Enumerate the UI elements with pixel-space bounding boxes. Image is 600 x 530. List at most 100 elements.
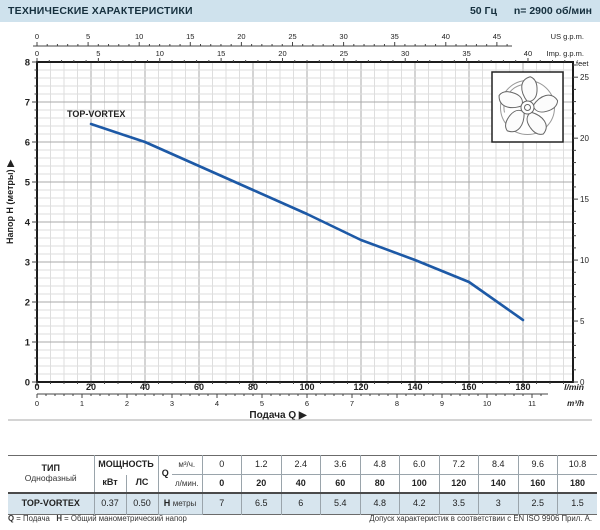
us-gpm-tick-label: 5 [86, 32, 90, 41]
m3h-tick-label: 11 [528, 399, 536, 408]
lmin-tick-label: 180 [515, 382, 530, 392]
feet-tick-label: 20 [580, 134, 589, 143]
meters-tick-label: 0 [25, 378, 30, 389]
table-cell-flow-m3h: 9.6 [517, 455, 558, 475]
table-cell-model: TOP-VORTEX [8, 492, 94, 515]
meters-tick-label: 7 [25, 98, 30, 109]
table-cell-head: 3.5 [438, 492, 479, 515]
table-cell-head: 6.5 [241, 492, 282, 515]
impeller-part [524, 104, 531, 111]
us-gpm-tick-label: 25 [288, 32, 296, 41]
legend-definitions: Q = Подача H = Общий манометрический нап… [8, 514, 187, 523]
legend-q-key: Q [8, 514, 15, 523]
imp-gpm-tick-label: 40 [524, 49, 532, 58]
imp-gpm-axis-unit: Imp. g.p.m. [546, 49, 584, 58]
table-cell-hp: 0.50 [125, 492, 159, 515]
table-cell-flow-lmin: 80 [359, 474, 400, 493]
performance-curve [89, 122, 525, 322]
us-gpm-tick-label: 45 [493, 32, 501, 41]
table-cell-flow-lmin: 0 [201, 474, 242, 493]
legend-h-key: H [56, 514, 62, 523]
feet-tick-label: 0 [580, 378, 585, 387]
meters-tick-label: 4 [25, 218, 31, 229]
imp-gpm-tick-label: 25 [340, 49, 348, 58]
table-cell-head: 2.5 [517, 492, 558, 515]
m3h-tick-label: 1 [80, 399, 84, 408]
meters-tick-label: 6 [25, 138, 30, 149]
imp-gpm-tick-label: 5 [96, 49, 100, 58]
us-gpm-tick-label: 0 [35, 32, 39, 41]
m3h-tick-label: 6 [305, 399, 309, 408]
lmin-tick-label: 0 [34, 382, 39, 392]
table-cell-flow-m3h: 2.4 [280, 455, 321, 475]
lmin-tick-label: 160 [461, 382, 476, 392]
impeller-part [532, 94, 559, 113]
table-cell-flow-lmin: 160 [517, 474, 558, 493]
table-cell-flow-lmin: 60 [320, 474, 361, 493]
table-cell-flow-m3h: 10.8 [557, 455, 598, 475]
table-header-power: МОЩНОСТЬ [93, 455, 159, 475]
table-cell-flow-m3h: 8.4 [478, 455, 519, 475]
us-gpm-tick-label: 15 [186, 32, 194, 41]
us-gpm-axis-unit: US g.p.m. [551, 32, 584, 41]
table-cell-head: 5.4 [320, 492, 361, 515]
m3h-tick-label: 7 [350, 399, 354, 408]
table-cell-head: 1.5 [557, 492, 598, 515]
meters-tick-label: 1 [25, 338, 31, 349]
lmin-tick-label: 20 [86, 382, 96, 392]
meters-tick-label: 3 [25, 258, 30, 269]
us-gpm-tick-label: 35 [391, 32, 399, 41]
table-header-q: Q [157, 455, 173, 493]
table-header-q-unit-m3h: м³/ч. [172, 455, 203, 475]
table-cell-flow-lmin: 180 [557, 474, 598, 493]
imp-gpm-tick-label: 15 [217, 49, 225, 58]
m3h-tick-label: 5 [260, 399, 264, 408]
table-header-kw: кВт [93, 474, 126, 493]
table-cell-flow-m3h: 4.8 [359, 455, 400, 475]
lmin-tick-label: 80 [248, 382, 258, 392]
table-cell-kw: 0.37 [93, 492, 126, 515]
feet-tick-label: 15 [580, 195, 589, 204]
lmin-axis-unit: l/min [564, 382, 584, 392]
tolerance-note: Допуск характеристик в соответствии с EN… [369, 514, 592, 523]
m3h-tick-label: 4 [215, 399, 219, 408]
table-cell-flow-lmin: 40 [280, 474, 321, 493]
frequency-label: 50 Гц [469, 5, 497, 17]
us-gpm-tick-label: 10 [135, 32, 143, 41]
table-cell-flow-m3h: 6.0 [399, 455, 440, 475]
y-axis-title: Напор H (метры) ▶ [5, 159, 15, 244]
table-header-type: ТИП Однофазный [24, 463, 77, 484]
table-header-q-unit-lmin: л/мин. [175, 478, 199, 488]
m3h-tick-label: 9 [440, 399, 444, 408]
pump-performance-chart: 0 5 10 15 20 25 30 35 40 45 US g.p.m.0 5 10 15 20 25 30 3… [5, 32, 592, 421]
impeller-icon [498, 76, 559, 135]
feet-tick-label: 10 [580, 256, 589, 265]
meters-tick-label: 5 [25, 178, 31, 189]
table-cell-flow-m3h: 7.2 [438, 455, 479, 475]
us-gpm-tick-label: 20 [237, 32, 245, 41]
m3h-tick-label: 3 [170, 399, 174, 408]
curve-label: TOP-VORTEX [67, 109, 125, 119]
table-cell-head: 4.8 [359, 492, 400, 515]
table-cell-head: 4.2 [399, 492, 440, 515]
meters-tick-label: 8 [25, 58, 30, 69]
lmin-tick-label: 120 [353, 382, 368, 392]
m3h-tick-label: 10 [483, 399, 491, 408]
imp-gpm-tick-label: 20 [278, 49, 286, 58]
speed-label: n= 2900 об/мин [513, 5, 592, 17]
legend-h-def: = Общий манометрический напор [64, 514, 187, 523]
imp-gpm-tick-label: 10 [156, 49, 164, 58]
table-cell-flow-m3h: 0 [201, 455, 242, 475]
m3h-tick-label: 0 [35, 399, 39, 408]
table-header-hp: ЛС [125, 474, 159, 493]
lmin-tick-label: 100 [299, 382, 314, 392]
table-cell-h-unit: H метры [157, 492, 203, 515]
us-gpm-tick-label: 30 [339, 32, 347, 41]
table-cell-flow-lmin: 20 [241, 474, 282, 493]
feet-axis-unit: feet [576, 59, 589, 68]
m3h-tick-label: 2 [125, 399, 129, 408]
impeller-part [526, 111, 547, 135]
